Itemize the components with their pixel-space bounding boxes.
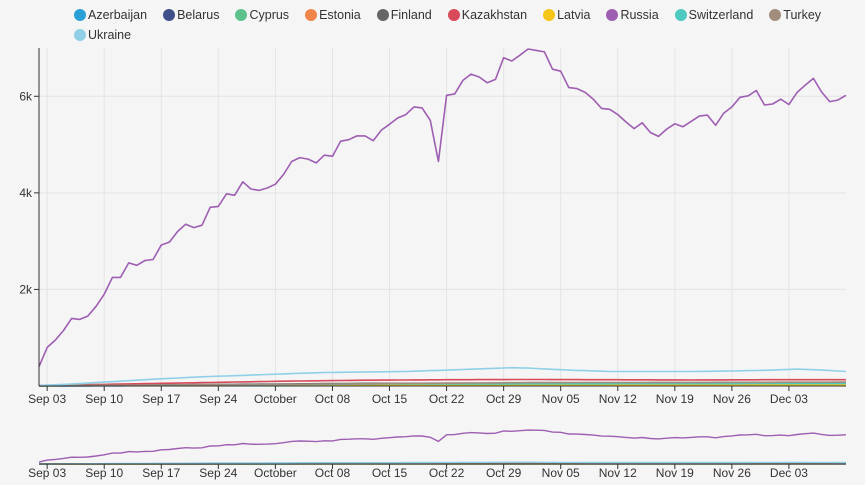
navigator-tick-label: Nov 19 bbox=[656, 466, 694, 480]
series-line-russia[interactable] bbox=[38, 48, 847, 368]
legend-label: Kazakhstan bbox=[461, 8, 528, 22]
series-line-turkey[interactable] bbox=[38, 381, 846, 387]
navigator-tick-label: Sep 10 bbox=[85, 466, 123, 480]
series-line-ukraine[interactable] bbox=[38, 366, 847, 387]
x-tick-label: Nov 26 bbox=[713, 392, 751, 406]
main-axes: 2k 4k 6k Sep 03 Sep 10 Sep 17 Sep 24 October Oct… bbox=[19, 48, 846, 406]
legend-item-russia[interactable]: Russia bbox=[606, 5, 659, 25]
x-tick-label: Sep 17 bbox=[142, 392, 180, 406]
navigator-axes: Sep 03 Sep 10 Sep 17 Sep 24 October Oct 08 Oct… bbox=[28, 463, 846, 480]
legend-swatch bbox=[543, 9, 556, 21]
navigator-tick-label: October bbox=[254, 466, 297, 480]
x-tick-label: Sep 03 bbox=[28, 392, 66, 406]
legend-label: Finland bbox=[390, 8, 432, 22]
legend-label: Azerbaijan bbox=[88, 8, 148, 22]
legend-item-turkey[interactable]: Turkey bbox=[769, 5, 821, 25]
x-tick-label: Sep 24 bbox=[199, 392, 237, 406]
x-tick-label: Oct 15 bbox=[372, 392, 408, 406]
navigator-tick-label: Nov 12 bbox=[599, 466, 637, 480]
navigator-tick-label: Nov 05 bbox=[542, 466, 580, 480]
y-tick-label: 2k bbox=[19, 282, 33, 296]
navigator-tick-label: Sep 17 bbox=[142, 466, 180, 480]
x-tick-label: Oct 22 bbox=[429, 392, 465, 406]
legend-swatch bbox=[163, 9, 176, 21]
series-line-kazakhstan[interactable] bbox=[38, 378, 846, 387]
x-tick-label: Dec 03 bbox=[770, 392, 808, 406]
legend-item-kazakhstan[interactable]: Kazakhstan bbox=[447, 5, 528, 25]
chart-legend: Azerbaijan Belarus Cyprus Estonia Finland Kaz… bbox=[74, 5, 864, 45]
main-grid bbox=[39, 48, 846, 387]
legend-label: Cyprus bbox=[249, 8, 290, 22]
x-tick-label: Nov 19 bbox=[656, 392, 694, 406]
x-tick-label: Nov 12 bbox=[599, 392, 637, 406]
x-tick-label: Oct 08 bbox=[315, 392, 351, 406]
navigator-tick-label: Dec 03 bbox=[770, 466, 808, 480]
legend-swatch bbox=[606, 9, 619, 21]
legend-item-estonia[interactable]: Estonia bbox=[305, 5, 361, 25]
x-tick-label: Sep 10 bbox=[85, 392, 123, 406]
navigator-tick-label: Nov 26 bbox=[713, 466, 751, 480]
legend-item-finland[interactable]: Finland bbox=[376, 5, 432, 25]
legend-swatch bbox=[74, 29, 86, 41]
legend-swatch bbox=[376, 9, 389, 21]
navigator-tick-label: Sep 24 bbox=[199, 466, 237, 480]
legend-label: Belarus bbox=[177, 8, 220, 22]
legend-swatch bbox=[235, 9, 248, 21]
x-tick-label: Nov 05 bbox=[542, 392, 580, 406]
navigator-plot-area bbox=[38, 429, 847, 465]
legend-swatch bbox=[447, 9, 460, 21]
x-tick-label: Oct 29 bbox=[486, 392, 522, 406]
x-tick-label: October bbox=[254, 392, 297, 406]
legend-label: Ukraine bbox=[88, 28, 132, 42]
navigator-line-ukraine bbox=[38, 461, 846, 465]
legend-label: Russia bbox=[620, 8, 659, 22]
legend-swatch bbox=[74, 9, 86, 21]
legend-item-ukraine[interactable]: Ukraine bbox=[74, 25, 131, 45]
legend-swatch bbox=[674, 9, 687, 21]
main-plot-area bbox=[38, 48, 847, 387]
navigator-tick-label: Oct 15 bbox=[372, 466, 408, 480]
legend-label: Turkey bbox=[783, 8, 822, 22]
legend-item-latvia[interactable]: Latvia bbox=[543, 5, 590, 25]
legend-swatch bbox=[769, 9, 782, 21]
navigator-tick-label: Oct 29 bbox=[486, 466, 522, 480]
legend-item-switzerland[interactable]: Switzerland bbox=[674, 5, 754, 25]
legend-label: Estonia bbox=[319, 8, 361, 22]
navigator-tick-label: Oct 22 bbox=[429, 466, 465, 480]
legend-label: Latvia bbox=[557, 8, 591, 22]
legend-item-azerbaijan[interactable]: Azerbaijan bbox=[74, 5, 147, 25]
legend-swatch bbox=[305, 9, 318, 21]
legend-item-belarus[interactable]: Belarus bbox=[163, 5, 219, 25]
navigator-tick-label: Oct 08 bbox=[315, 466, 351, 480]
legend-label: Switzerland bbox=[688, 8, 754, 22]
legend-item-cyprus[interactable]: Cyprus bbox=[235, 5, 289, 25]
y-tick-label: 4k bbox=[19, 186, 33, 200]
navigator-line-russia bbox=[38, 429, 847, 463]
navigator-tick-label: Sep 03 bbox=[28, 466, 66, 480]
y-tick-label: 6k bbox=[19, 89, 33, 103]
